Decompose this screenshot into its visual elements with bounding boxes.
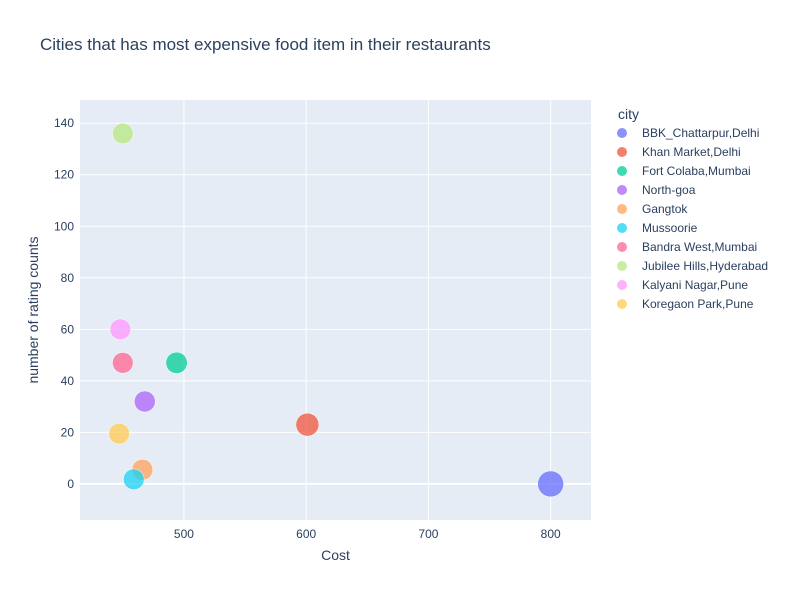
legend-label[interactable]: Kalyani Nagar,Pune [642,278,748,292]
y-tick-label: 120 [54,168,74,182]
data-point[interactable] [112,122,134,145]
chart-title: Cities that has most expensive food item… [40,35,491,54]
axis-ticks: 500 600 700 800 0 20 40 60 80 100 120 140 [54,116,561,541]
legend-marker [617,147,627,157]
x-axis-label: Cost [321,547,350,563]
legend-marker [617,166,627,176]
legend-marker [617,204,627,214]
legend-marker [617,128,627,138]
legend-label[interactable]: Jubilee Hills,Hyderabad [642,259,768,273]
legend-label[interactable]: North-goa [642,183,696,197]
legend-label[interactable]: Mussoorie [642,221,698,235]
data-point[interactable] [112,352,134,374]
data-point[interactable] [537,470,564,498]
x-tick-label: 700 [418,527,438,541]
data-point[interactable] [109,318,131,340]
data-point[interactable] [295,412,320,437]
legend-title: city [618,106,639,122]
legend-marker [617,185,627,195]
data-points [108,122,564,498]
legend-marker [617,223,627,233]
y-tick-label: 40 [61,374,75,388]
legend-items: BBK_Chattarpur,Delhi Khan Market,Delhi For… [617,126,768,311]
y-tick-label: 100 [54,219,74,233]
grid-lines [80,100,591,520]
legend-label[interactable]: Koregaon Park,Pune [642,297,754,311]
y-tick-label: 20 [61,425,75,439]
y-axis-label: number of rating counts [25,236,41,383]
legend-label[interactable]: Gangtok [642,202,688,216]
legend-label[interactable]: BBK_Chattarpur,Delhi [642,126,759,140]
data-point[interactable] [123,468,145,490]
y-tick-label: 80 [61,271,75,285]
legend-marker [617,242,627,252]
x-tick-label: 500 [174,527,194,541]
legend-marker [617,299,627,309]
y-tick-label: 140 [54,116,74,130]
legend-label[interactable]: Khan Market,Delhi [642,145,741,159]
plot-area [80,100,591,520]
legend-label[interactable]: Bandra West,Mumbai [642,240,757,254]
legend-marker [617,280,627,290]
y-tick-label: 60 [61,322,75,336]
x-tick-label: 800 [541,527,561,541]
data-point[interactable] [108,423,130,445]
legend-marker [617,261,627,271]
data-point[interactable] [134,390,156,413]
data-point[interactable] [165,351,188,374]
legend: city BBK_Chattarpur,Delhi Khan Market,Del… [617,106,768,311]
legend-label[interactable]: Fort Colaba,Mumbai [642,164,751,178]
y-tick-label: 0 [67,477,74,491]
x-tick-label: 600 [296,527,316,541]
